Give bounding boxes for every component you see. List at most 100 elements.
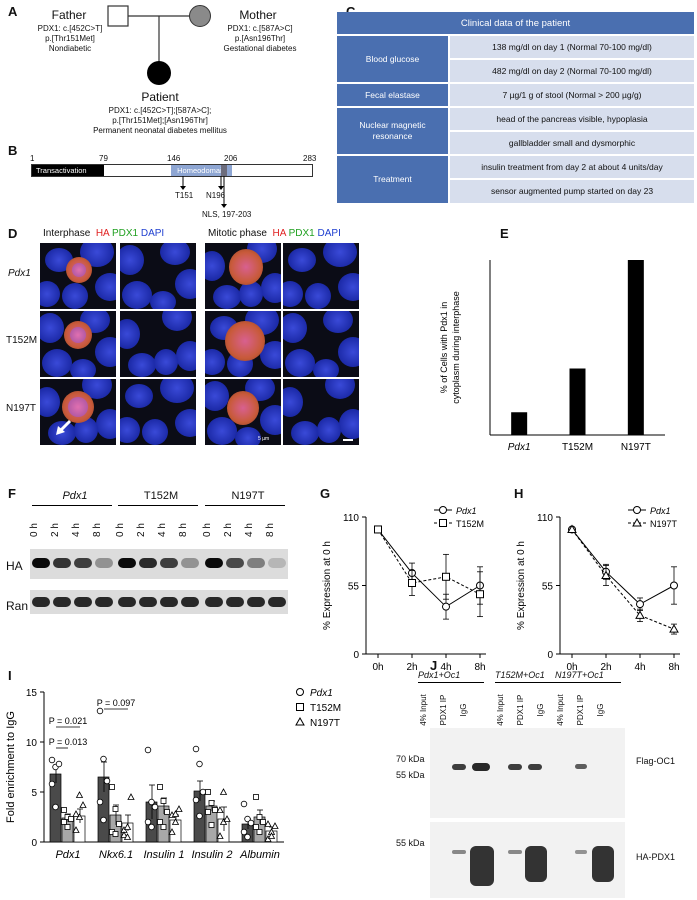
- lane-3-2: 2 h: [223, 523, 234, 537]
- point-pdx1: [636, 600, 644, 609]
- p-value-2: P = 0.013: [49, 737, 88, 747]
- nucleus: [154, 349, 178, 375]
- nucleus: [338, 273, 359, 301]
- p-value-3: P = 0.097: [97, 698, 136, 708]
- data-point: [240, 828, 248, 836]
- nucleus-stained: [70, 327, 86, 343]
- nucleus: [283, 313, 307, 343]
- ip-group-1: Pdx1+Oc1: [418, 670, 461, 680]
- ip-lane-3-2: PDX1 IP: [576, 694, 585, 726]
- data-point: [160, 798, 167, 804]
- data-point: [75, 791, 84, 798]
- data-point: [61, 807, 67, 813]
- blot-group-3: N197T: [231, 490, 265, 502]
- legend-marker: [633, 506, 641, 514]
- interphase-header: Interphase HA PDX1 DAPI: [43, 228, 165, 239]
- nucleus: [176, 341, 196, 371]
- tick-146: 146: [167, 154, 181, 163]
- blot-group-line-1: [32, 505, 112, 506]
- bar-t152m: [569, 368, 586, 435]
- y-axis-label: % Expression at 0 h: [322, 541, 333, 630]
- nls-label: NLS, 197-203: [202, 210, 252, 219]
- data-point: [151, 803, 159, 811]
- band-label-ha: HA: [6, 559, 23, 573]
- data-point: [112, 806, 119, 812]
- y-axis-label: Fold enrichment to IgG: [5, 711, 17, 823]
- nucleus: [288, 248, 316, 272]
- line-pdx1: [571, 529, 675, 605]
- data-point: [171, 810, 180, 817]
- bar-pdx1: [511, 412, 528, 435]
- nucleus: [95, 273, 116, 301]
- nucleus: [235, 427, 261, 445]
- lane-3-4: 8 h: [265, 523, 276, 537]
- ran-band: [160, 597, 178, 607]
- data-point: [144, 746, 152, 754]
- transfected-cell: [225, 321, 265, 361]
- tick-1: 1: [30, 154, 35, 163]
- micrograph-r3-c2: [120, 379, 196, 445]
- nmr-gallbladder: gallbladder small and dysmorphic: [447, 130, 695, 155]
- nucleus: [338, 337, 359, 367]
- micrograph-r1-c2: [120, 243, 196, 309]
- chart-e: % of Cells with Pdx1 in cytoplasm during …: [439, 260, 665, 453]
- nucleus: [40, 387, 60, 417]
- data-point: [157, 819, 163, 825]
- ran-membrane: [30, 590, 288, 614]
- legend-marker: [439, 506, 447, 514]
- ha-band: [118, 558, 136, 568]
- nucleus: [207, 417, 237, 445]
- panel-f-label: F: [8, 486, 16, 501]
- point-n197t: [635, 610, 645, 619]
- data-point: [253, 794, 259, 800]
- tick-283: 283: [303, 154, 317, 163]
- nucleus: [339, 409, 359, 439]
- nucleus: [120, 319, 140, 349]
- nucleus: [205, 381, 229, 411]
- patient-info: PDX1: c.[452C>T];[587A>C]; p.[Thr151Met]…: [93, 106, 227, 135]
- scale-bar-label: 5 µm: [258, 436, 270, 442]
- data-point: [123, 833, 132, 840]
- p-value-1: P = 0.021: [49, 716, 88, 726]
- data-point: [223, 815, 231, 822]
- data-point: [216, 832, 224, 839]
- nucleus: [175, 269, 196, 299]
- ha-band: [181, 558, 199, 568]
- data-point: [168, 828, 176, 835]
- lane-2-3: 4 h: [157, 523, 168, 537]
- point-n197t: [567, 524, 577, 533]
- micrograph-r3-c1: [40, 379, 116, 445]
- nucleus: [260, 341, 281, 369]
- nucleus: [70, 359, 96, 377]
- data-point: [55, 760, 63, 768]
- homeodomain: Homeodomain: [171, 165, 232, 176]
- y-axis-label-line2: cytoplasm during interphase: [451, 291, 461, 404]
- x-tick-label-8h: 8h: [474, 662, 485, 672]
- line-n197t: [571, 529, 675, 630]
- bar-n197t: [627, 260, 644, 435]
- nucleus: [325, 379, 355, 399]
- father-square: [107, 5, 129, 27]
- legend-label-pdx1: Pdx1: [456, 506, 477, 516]
- clinical-table-title: Clinical data of the patient: [337, 12, 695, 35]
- panel-j-label: J: [430, 658, 438, 673]
- ha-band: [53, 558, 71, 568]
- y-axis-label: % Expression at 0 h: [516, 541, 527, 630]
- y-tick-label-5: 5: [31, 788, 37, 799]
- nucleus: [150, 291, 176, 309]
- nucleus: [323, 311, 353, 333]
- ran-band: [74, 597, 92, 607]
- co-ip-band: [528, 764, 542, 770]
- point-t152m: [374, 525, 382, 534]
- legend-marker: [296, 703, 304, 711]
- clinical-table: Clinical data of the patient Blood gluco…: [337, 12, 695, 203]
- ip-group-2: T152M+Oc1: [495, 670, 545, 680]
- nucleus: [95, 337, 116, 367]
- father-title: Father: [51, 8, 87, 22]
- ha-pdx1-band: [508, 850, 522, 854]
- nucleus: [162, 311, 192, 331]
- y-tick-label-110: 110: [537, 513, 553, 524]
- ha-pdx1-band: [592, 846, 614, 882]
- band-label-ran: Ran: [6, 599, 29, 613]
- scale-bar: [343, 439, 353, 441]
